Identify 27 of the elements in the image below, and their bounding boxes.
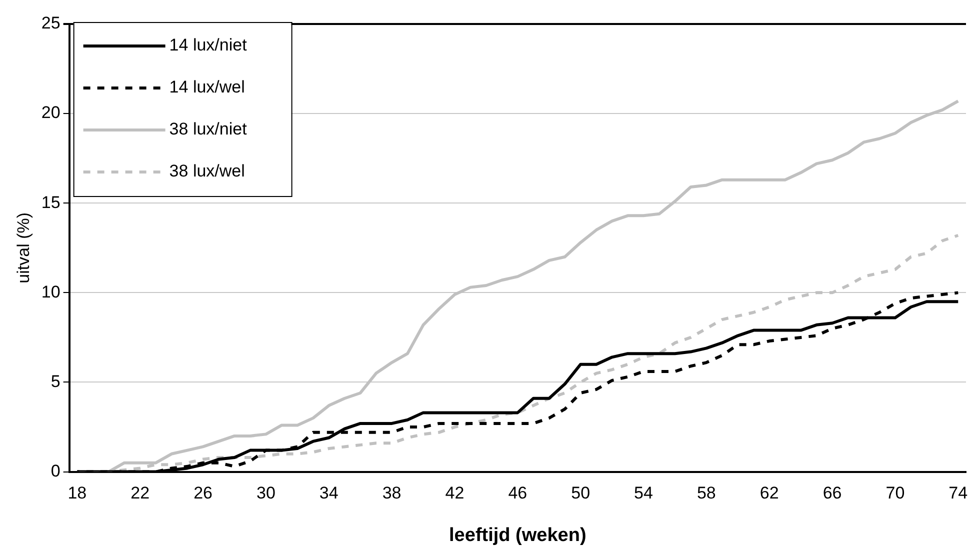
legend-label: 38 lux/wel <box>169 162 245 181</box>
x-tick-label: 70 <box>886 484 905 503</box>
x-tick-label: 30 <box>256 484 276 503</box>
y-tick-label: 20 <box>41 103 60 122</box>
x-tick-label: 34 <box>319 484 338 503</box>
y-tick-label: 15 <box>41 192 60 212</box>
y-axis-title: uitval (%) <box>14 212 33 284</box>
y-tick-label: 0 <box>50 461 60 480</box>
x-tick-label: 74 <box>948 484 968 503</box>
x-tick-label: 26 <box>194 484 212 503</box>
x-tick-label: 66 <box>822 484 842 503</box>
y-tick-label: 25 <box>41 14 60 33</box>
x-axis-title: leeftijd (weken) <box>449 524 586 546</box>
y-tick-label: 10 <box>41 282 60 302</box>
x-tick-label: 46 <box>508 484 528 503</box>
y-tick-label: 5 <box>50 372 60 391</box>
x-tick-label: 54 <box>634 484 653 503</box>
legend-label: 14 lux/wel <box>169 78 245 97</box>
legend-label: 14 lux/niet <box>169 36 248 55</box>
x-tick-label: 38 <box>382 484 402 503</box>
x-tick-label: 58 <box>696 484 716 503</box>
x-tick-label: 50 <box>571 484 590 503</box>
x-tick-label: 62 <box>760 484 779 503</box>
x-tick-label: 22 <box>130 484 150 503</box>
x-tick-label: 42 <box>445 484 464 503</box>
legend-label: 38 lux/niet <box>169 120 248 139</box>
x-tick-label: 18 <box>68 484 87 503</box>
